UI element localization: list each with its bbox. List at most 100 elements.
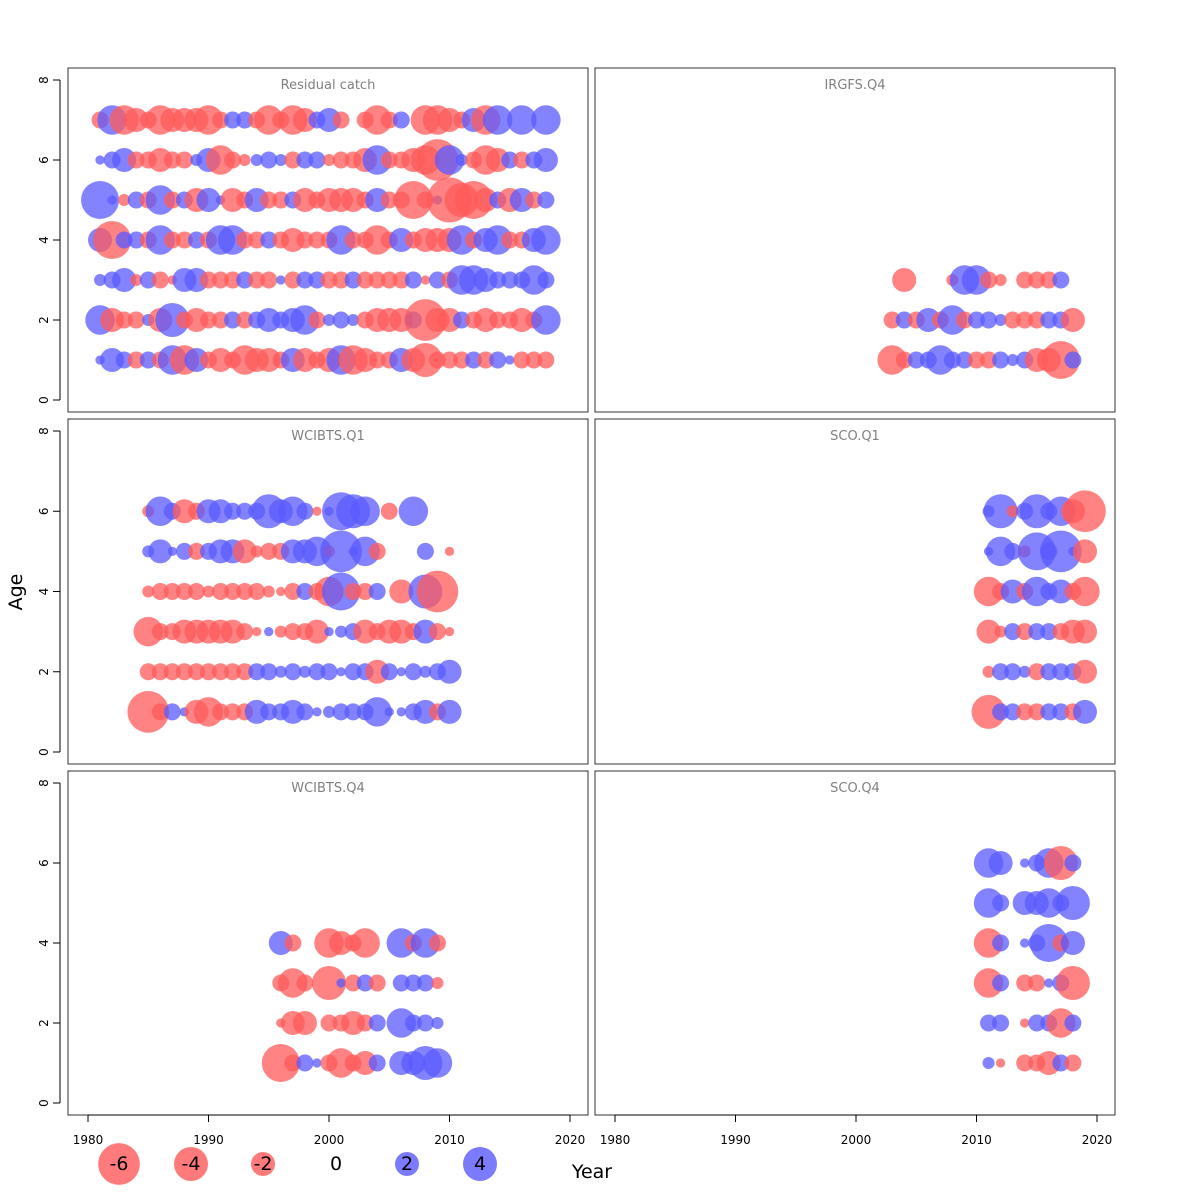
bubble-point <box>1064 1054 1082 1072</box>
bubble-point <box>145 496 176 526</box>
bubble-point <box>509 187 534 213</box>
bubble-point <box>1072 539 1097 564</box>
bubble-point <box>312 1058 322 1068</box>
bubble-point <box>1072 659 1097 684</box>
bubble-point <box>296 271 314 289</box>
bubble-point <box>380 663 398 681</box>
bubble-point <box>256 347 281 373</box>
y-tick-label: 0 <box>37 1099 51 1107</box>
legend-bubble <box>394 1151 420 1177</box>
bubble-point <box>268 930 293 956</box>
bubble-point <box>308 271 326 289</box>
bubble-point <box>280 227 305 253</box>
bubble-point <box>94 273 107 287</box>
bubble-point <box>332 703 350 721</box>
bubble-point <box>973 888 1004 918</box>
bubble-point <box>1004 703 1022 721</box>
bubble-point <box>284 663 302 681</box>
bubble-point <box>312 707 322 717</box>
bubble-point <box>420 275 431 285</box>
bubble-point <box>274 153 287 167</box>
bubble-point <box>316 107 342 133</box>
bubble-point <box>404 1014 422 1032</box>
bubble-point <box>163 191 181 209</box>
bubble-point <box>260 271 278 289</box>
bubble-point <box>925 345 956 375</box>
bubble-point <box>260 231 278 249</box>
bubble-point <box>205 145 236 175</box>
y-axis-title: Age <box>5 574 27 611</box>
bubble-point <box>431 1016 444 1030</box>
bubble-point <box>115 231 133 249</box>
bubble-point <box>322 705 336 718</box>
bubble-point <box>163 151 181 169</box>
bubble-point <box>336 978 346 988</box>
bubble-point <box>1028 663 1046 681</box>
bubble-point <box>1028 703 1046 721</box>
bubble-point <box>995 1058 1006 1068</box>
bubble-point <box>236 231 254 249</box>
bubble-point <box>344 663 362 681</box>
legend-label: 0 <box>330 1153 342 1175</box>
y-tick-label: 6 <box>37 859 51 867</box>
bubble-point <box>895 351 913 369</box>
bubble-point <box>296 1054 314 1072</box>
bubble-point <box>446 225 477 255</box>
bubble-point <box>389 579 414 604</box>
bubble-point <box>1028 271 1046 289</box>
bubble-point <box>172 499 197 524</box>
x-tick-label: 2000 <box>841 1133 872 1147</box>
bubble-point <box>973 968 1004 998</box>
bubble-point <box>895 311 913 329</box>
bubble-point <box>155 303 190 337</box>
bubble-point <box>353 1050 378 1076</box>
y-tick-label: 0 <box>37 396 51 404</box>
bubble-point <box>284 1054 302 1072</box>
bubble-point <box>392 111 410 129</box>
bubble-point <box>284 151 302 169</box>
bubble-point <box>453 311 471 329</box>
bubble-point <box>296 231 314 249</box>
bubble-point <box>187 663 205 681</box>
bubble-point <box>322 153 336 167</box>
bubble-point <box>365 659 390 684</box>
bubble-point <box>248 271 266 289</box>
bubble-point <box>983 494 1018 529</box>
bubble-point <box>148 539 173 564</box>
bubble-point <box>344 974 362 992</box>
bubble-point <box>1028 311 1046 329</box>
bubble-point <box>428 271 446 289</box>
bubble-point <box>1016 974 1034 992</box>
bubble-point <box>473 307 498 333</box>
bubble-point <box>980 351 998 369</box>
bubble-point <box>410 928 441 958</box>
bubble-point <box>151 271 169 289</box>
bubble-point <box>280 699 305 724</box>
legend-label: -2 <box>254 1153 273 1175</box>
panel-frame <box>67 67 589 413</box>
bubble-point <box>115 311 133 329</box>
bubble-point <box>244 699 269 724</box>
bubble-point <box>344 703 362 721</box>
bubble-point <box>260 191 278 209</box>
bubble-point <box>250 153 263 167</box>
bubble-point <box>167 546 178 557</box>
y-tick-label: 4 <box>37 588 51 596</box>
bubble-point <box>994 313 1007 327</box>
x-tick-label: 2010 <box>434 1133 465 1147</box>
bubble-point <box>356 974 374 992</box>
bubble-point <box>260 663 278 681</box>
bubble-point <box>419 665 432 678</box>
bubble-point <box>396 707 406 717</box>
bubble-point <box>973 928 1004 958</box>
bubble-point <box>1040 703 1058 721</box>
bubble-point <box>955 311 973 329</box>
y-tick-label: 0 <box>37 748 51 756</box>
bubble-point <box>145 225 176 255</box>
bubble-point <box>350 536 380 567</box>
bubble-point <box>95 155 105 165</box>
bubble-point <box>362 105 392 135</box>
bubble-point <box>224 271 242 289</box>
bubble-point <box>254 105 284 135</box>
bubble-point <box>1052 663 1070 681</box>
